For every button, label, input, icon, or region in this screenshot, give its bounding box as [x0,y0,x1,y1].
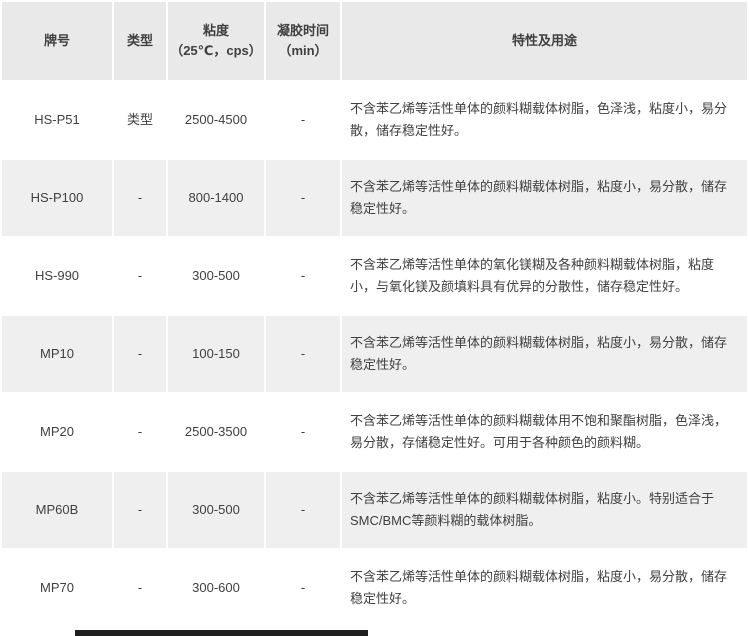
cell-viscosity: 300-500 [168,238,264,314]
col-header-viscosity: 粘度 （25℃，cps） [168,2,264,80]
cell-gel-time: - [266,238,340,314]
table-row: HS-P51 类型 2500-4500- 不含苯乙烯等活性单体的颜料糊载体树脂，色泽浅… [2,82,747,158]
cell-features: 不含苯乙烯等活性单体的颜料糊载体树脂，粘度小，易分散，储存稳定性好。 [342,316,747,392]
footer-divider-bar [75,630,368,636]
cell-grade: MP10 [2,316,112,392]
cell-gel-time: - [266,160,340,236]
cell-type: 类型 [114,82,166,158]
col-header-viscosity-line1: 粘度 [202,23,229,38]
table-row: MP10-100-150- 不含苯乙烯等活性单体的颜料糊载体树脂，粘度小，易分散，… [2,316,747,392]
cell-viscosity: 300-600 [168,550,264,626]
cell-gel-time: - [266,82,340,158]
cell-gel-time: - [266,394,340,470]
table-row: HS-990-300-500- 不含苯乙烯等活性单体的氧化镁糊及各种颜料糊载体树脂… [2,238,747,314]
cell-type: - [114,550,166,626]
cell-features: 不含苯乙烯等活性单体的氧化镁糊及各种颜料糊载体树脂，粘度小，与氧化镁及颜填料具有… [342,238,747,314]
cell-features: 不含苯乙烯等活性单体的颜料糊载体树脂，色泽浅，粘度小，易分散，储存稳定性好。 [342,82,747,158]
cell-grade: MP60B [2,472,112,548]
cell-gel-time: - [266,550,340,626]
table-header-row: 牌号 类型 粘度 （25℃，cps） 凝胶时间 （min） 特性及用途 [2,2,747,80]
table-body: HS-P51 类型 2500-4500- 不含苯乙烯等活性单体的颜料糊载体树脂，色泽浅… [2,82,747,626]
cell-type: - [114,316,166,392]
cell-viscosity: 800-1400 [168,160,264,236]
cell-features: 不含苯乙烯等活性单体的颜料糊载体用不饱和聚酯树脂，色泽浅，易分散，存储稳定性好。… [342,394,747,470]
cell-grade: HS-P51 [2,82,112,158]
cell-viscosity: 2500-3500 [168,394,264,470]
cell-type: - [114,160,166,236]
table-row: MP20-2500-3500- 不含苯乙烯等活性单体的颜料糊载体用不饱和聚酯树脂，… [2,394,747,470]
table-row: MP70-300-600- 不含苯乙烯等活性单体的颜料糊载体树脂，粘度小，易分散，… [2,550,747,626]
cell-grade: HS-P100 [2,160,112,236]
col-header-gel-time-line1: 凝胶时间 [276,23,329,38]
cell-gel-time: - [266,316,340,392]
cell-viscosity: 2500-4500 [168,82,264,158]
cell-features: 不含苯乙烯等活性单体的颜料糊载体树脂，粘度小。特别适合于SMC/BMC等颜料糊的… [342,472,747,548]
col-header-viscosity-line2: （25℃，cps） [170,43,262,58]
table-row: HS-P100-800-1400- 不含苯乙烯等活性单体的颜料糊载体树脂，粘度小，… [2,160,747,236]
col-header-grade: 牌号 [2,2,112,80]
col-header-gel-time-line2: （min） [278,43,328,58]
col-header-gel-time: 凝胶时间 （min） [266,2,340,80]
cell-features: 不含苯乙烯等活性单体的颜料糊载体树脂，粘度小，易分散，储存稳定性好。 [342,160,747,236]
col-header-features: 特性及用途 [342,2,747,80]
cell-viscosity: 100-150 [168,316,264,392]
cell-grade: MP20 [2,394,112,470]
cell-grade: MP70 [2,550,112,626]
cell-viscosity: 300-500 [168,472,264,548]
cell-type: - [114,394,166,470]
cell-gel-time: - [266,472,340,548]
cell-grade: HS-990 [2,238,112,314]
table-row: MP60B -300-500- 不含苯乙烯等活性单体的颜料糊载体树脂，粘度小。特别适… [2,472,747,548]
col-header-type: 类型 [114,2,166,80]
cell-type: - [114,238,166,314]
cell-type: - [114,472,166,548]
cell-features: 不含苯乙烯等活性单体的颜料糊载体树脂，粘度小，易分散，储存稳定性好。 [342,550,747,626]
